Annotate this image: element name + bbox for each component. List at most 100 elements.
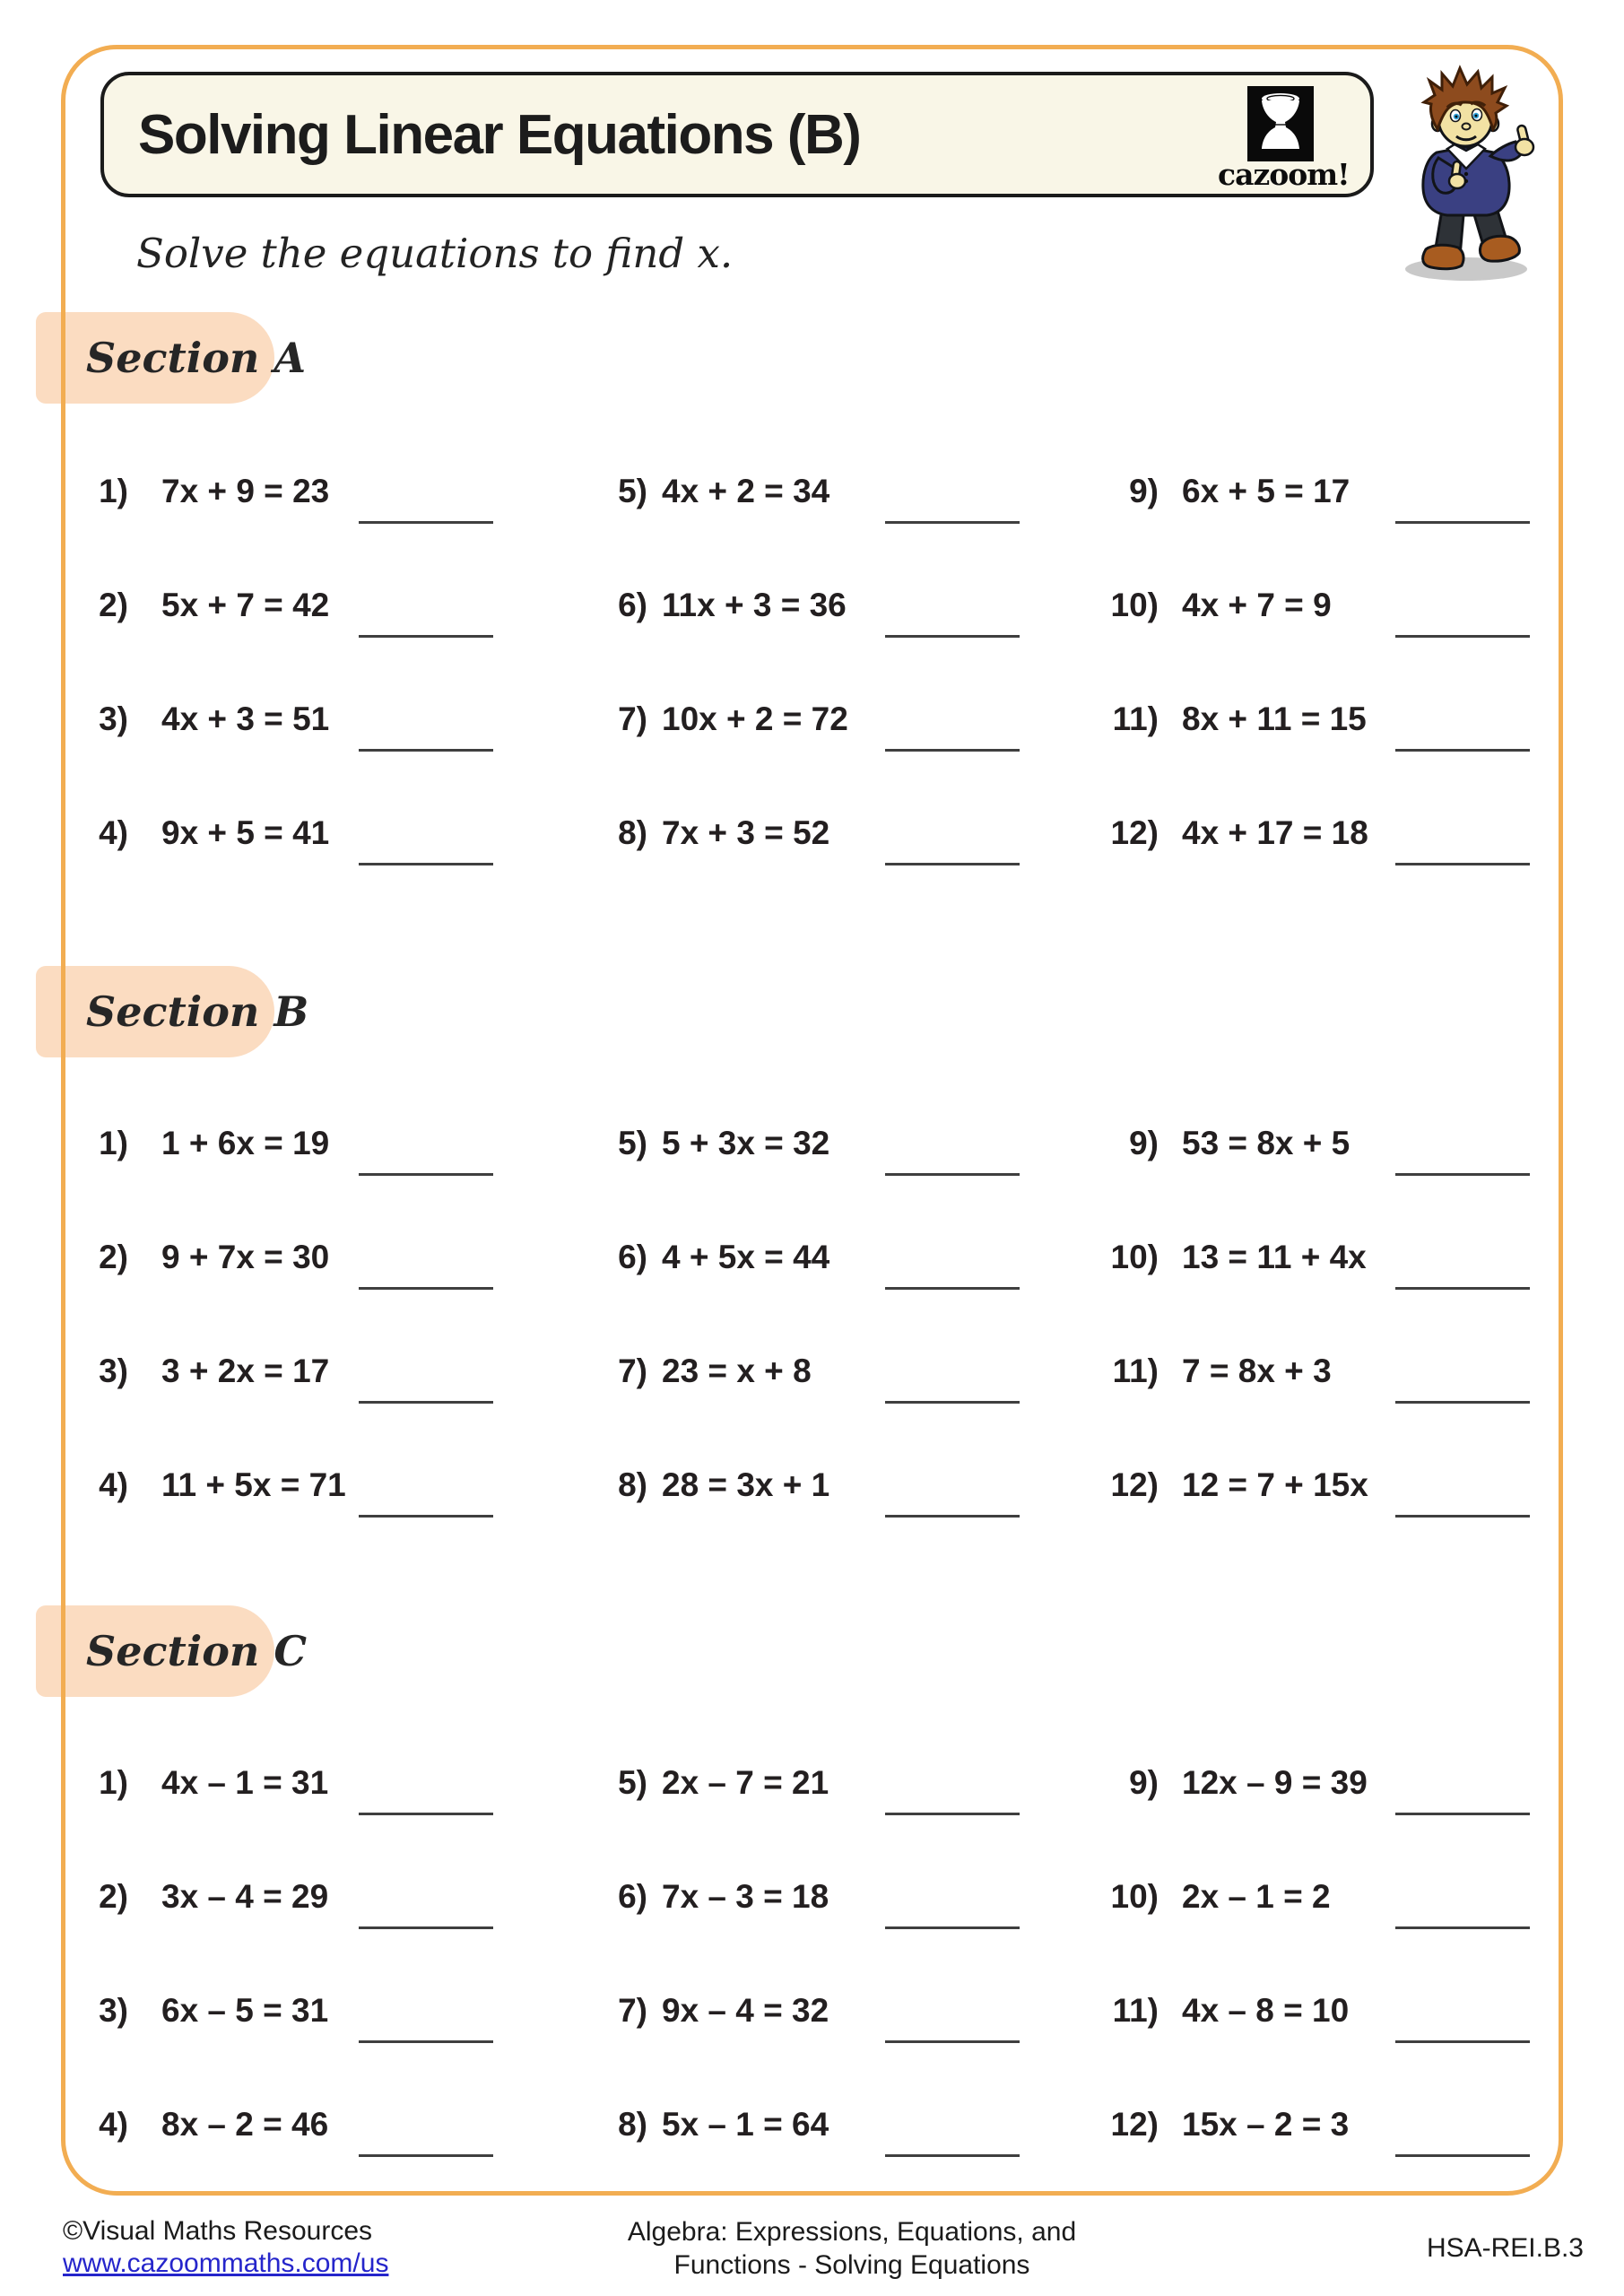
- answer-blank[interactable]: [359, 1401, 493, 1404]
- answer-blank[interactable]: [1395, 521, 1530, 524]
- answer-blank[interactable]: [1395, 1401, 1530, 1404]
- problem-number: 11): [1112, 1352, 1159, 1389]
- equation-text: 4x – 8 = 10: [1182, 1992, 1350, 2029]
- answer-blank[interactable]: [885, 2040, 1020, 2043]
- problem-number: 7): [618, 1992, 647, 2029]
- equation-text: 4x + 17 = 18: [1182, 814, 1368, 851]
- page-title: Solving Linear Equations (B): [138, 103, 862, 166]
- answer-blank[interactable]: [359, 2154, 493, 2157]
- problem-number: 4): [99, 1466, 128, 1503]
- problem-number: 8): [618, 814, 647, 851]
- problem-number: 8): [618, 2106, 647, 2143]
- answer-blank[interactable]: [1395, 2040, 1530, 2043]
- answer-blank[interactable]: [359, 1926, 493, 1929]
- equation-text: 11x + 3 = 36: [662, 587, 847, 623]
- mascot-boy-illustration: [1405, 65, 1535, 281]
- problem-number: 11): [1112, 700, 1159, 737]
- answer-blank[interactable]: [1395, 749, 1530, 752]
- answer-blank[interactable]: [1395, 1813, 1530, 1815]
- cazoom-logo: cazoom!: [1218, 86, 1350, 192]
- standard-code: HSA-REI.B.3: [1426, 2233, 1584, 2263]
- answer-blank[interactable]: [359, 1287, 493, 1290]
- topic-line-1: Algebra: Expressions, Equations, and: [627, 2217, 1077, 2247]
- copyright-text: ©Visual Maths Resources: [63, 2216, 373, 2246]
- answer-blank[interactable]: [359, 1173, 493, 1176]
- problem-number: 10): [1110, 587, 1159, 623]
- cazoom-website-link[interactable]: www.cazoommaths.com/us: [63, 2248, 389, 2278]
- equation-text: 1 + 6x = 19: [161, 1125, 330, 1161]
- equation-text: 2x – 1 = 2: [1182, 1878, 1331, 1915]
- answer-blank[interactable]: [1395, 863, 1530, 865]
- equation-text: 4x – 1 = 31: [161, 1764, 329, 1801]
- equation-text: 5 + 3x = 32: [662, 1125, 830, 1161]
- answer-blank[interactable]: [885, 2154, 1020, 2157]
- answer-blank[interactable]: [885, 521, 1020, 524]
- title-box: Solving Linear Equations (B): [100, 72, 1374, 197]
- answer-blank[interactable]: [1395, 1926, 1530, 1929]
- problem-number: 7): [618, 700, 647, 737]
- answer-blank[interactable]: [1395, 1287, 1530, 1290]
- answer-blank[interactable]: [885, 635, 1020, 638]
- answer-blank[interactable]: [885, 1813, 1020, 1815]
- equation-text: 13 = 11 + 4x: [1182, 1239, 1367, 1275]
- answer-blank[interactable]: [885, 1401, 1020, 1404]
- equation-text: 8x + 11 = 15: [1182, 700, 1367, 737]
- problem-number: 12): [1110, 2106, 1159, 2143]
- footer-attribution: ©Visual Maths Resources www.cazoommaths.…: [63, 2215, 388, 2280]
- problem-number: 7): [618, 1352, 647, 1389]
- problem-number: 3): [99, 1352, 128, 1389]
- problem-number: 5): [618, 1125, 647, 1161]
- answer-blank[interactable]: [885, 1926, 1020, 1929]
- answer-blank[interactable]: [1395, 635, 1530, 638]
- footer-topic: Algebra: Expressions, Equations, and Fun…: [475, 2215, 1229, 2282]
- answer-blank[interactable]: [359, 749, 493, 752]
- equation-text: 9x – 4 = 32: [662, 1992, 829, 2029]
- topic-line-2: Functions - Solving Equations: [673, 2250, 1030, 2280]
- equation-text: 8x – 2 = 46: [161, 2106, 329, 2143]
- equation-text: 3x – 4 = 29: [161, 1878, 329, 1915]
- problem-number: 5): [618, 473, 647, 509]
- worksheet-instructions: Solve the equations to find x.: [136, 230, 734, 277]
- section-label: Section A: [86, 334, 307, 382]
- problem-number: 3): [99, 700, 128, 737]
- equation-text: 12x – 9 = 39: [1182, 1764, 1368, 1801]
- equation-text: 4 + 5x = 44: [662, 1239, 830, 1275]
- equation-text: 28 = 3x + 1: [662, 1466, 830, 1503]
- problem-number: 10): [1110, 1878, 1159, 1915]
- answer-blank[interactable]: [885, 1515, 1020, 1518]
- answer-blank[interactable]: [1395, 2154, 1530, 2157]
- problem-number: 11): [1112, 1992, 1159, 2029]
- problem-number: 12): [1110, 1466, 1159, 1503]
- logo-wordmark: cazoom!: [1218, 157, 1350, 192]
- equation-text: 3 + 2x = 17: [161, 1352, 330, 1389]
- answer-blank[interactable]: [359, 521, 493, 524]
- problem-number: 9): [1129, 473, 1159, 509]
- equation-text: 10x + 2 = 72: [662, 700, 848, 737]
- problem-number: 2): [99, 587, 128, 623]
- answer-blank[interactable]: [1395, 1515, 1530, 1518]
- equation-text: 2x – 7 = 21: [662, 1764, 829, 1801]
- problem-number: 1): [99, 1125, 128, 1161]
- problem-number: 8): [618, 1466, 647, 1503]
- answer-blank[interactable]: [885, 863, 1020, 865]
- equation-text: 4x + 3 = 51: [161, 700, 330, 737]
- answer-blank[interactable]: [359, 1813, 493, 1815]
- answer-blank[interactable]: [359, 863, 493, 865]
- answer-blank[interactable]: [359, 2040, 493, 2043]
- section-label: Section C: [86, 1627, 307, 1675]
- equation-text: 11 + 5x = 71: [161, 1466, 346, 1503]
- answer-blank[interactable]: [359, 1515, 493, 1518]
- answer-blank[interactable]: [885, 1173, 1020, 1176]
- section-label: Section B: [86, 987, 309, 1036]
- problem-number: 6): [618, 1878, 647, 1915]
- equation-text: 7 = 8x + 3: [1182, 1352, 1332, 1389]
- problem-number: 6): [618, 587, 647, 623]
- answer-blank[interactable]: [885, 1287, 1020, 1290]
- answer-blank[interactable]: [1395, 1173, 1530, 1176]
- problem-number: 10): [1110, 1239, 1159, 1275]
- problem-number: 1): [99, 1764, 128, 1801]
- answer-blank[interactable]: [359, 635, 493, 638]
- answer-blank[interactable]: [885, 749, 1020, 752]
